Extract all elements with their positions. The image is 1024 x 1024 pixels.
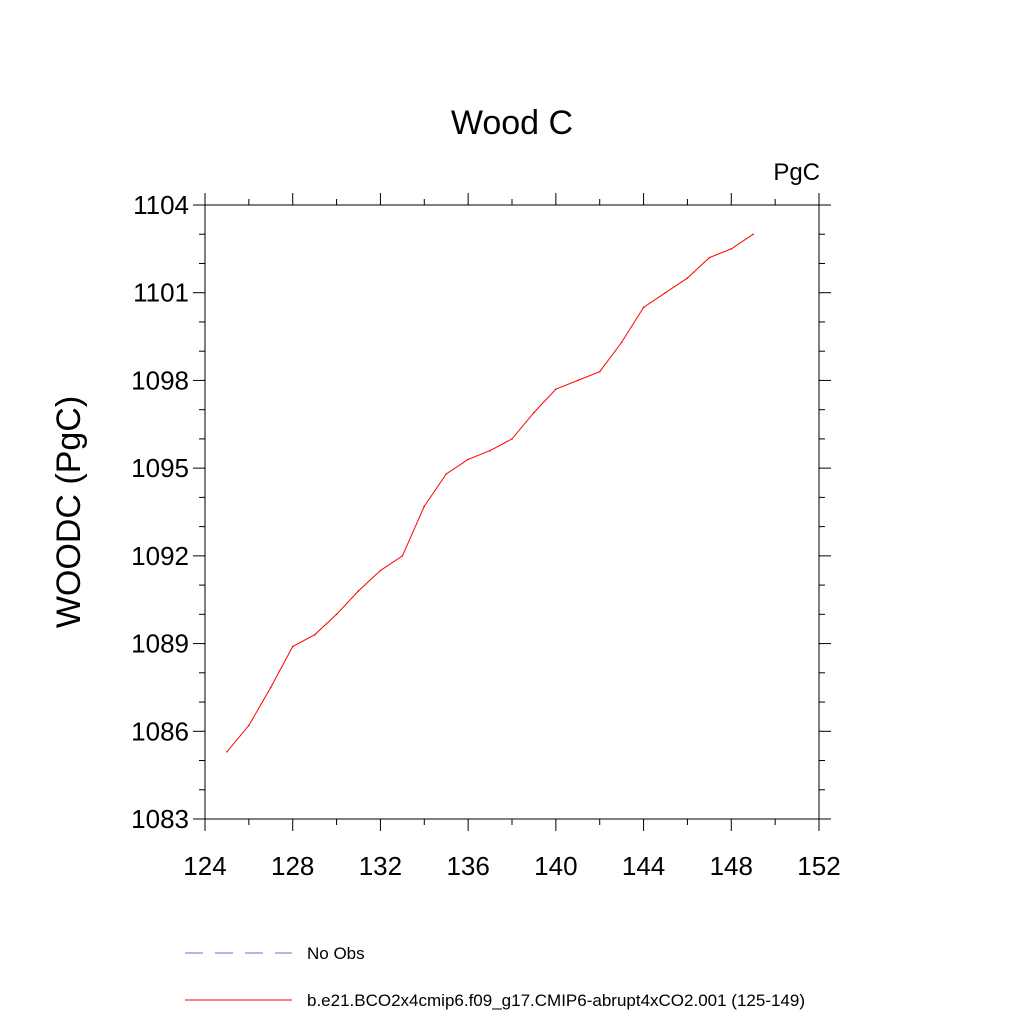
data-point	[226, 750, 228, 753]
data-point	[423, 505, 426, 507]
data-point	[269, 686, 272, 689]
data-point	[401, 555, 404, 557]
data-point	[313, 634, 316, 636]
x-tick-label: 152	[797, 851, 840, 881]
x-tick-label: 140	[534, 851, 577, 881]
y-tick-label: 1098	[131, 365, 189, 395]
y-tick-label: 1092	[131, 541, 189, 571]
data-point	[489, 449, 491, 452]
x-tick-label: 148	[710, 851, 753, 881]
x-tick-label: 128	[271, 851, 314, 881]
data-point	[686, 277, 689, 279]
data-point	[664, 291, 667, 294]
data-point	[357, 590, 360, 592]
data-point	[533, 411, 535, 414]
data-point	[752, 233, 755, 236]
x-tick-label: 144	[622, 851, 665, 881]
series-layer	[226, 233, 755, 753]
chart-title: Wood C	[451, 104, 573, 142]
y-tick-label: 1101	[133, 278, 189, 308]
legend-label-0: No Obs	[307, 944, 365, 963]
data-point	[730, 248, 733, 250]
data-point	[335, 613, 338, 616]
data-point	[708, 256, 711, 259]
data-point	[620, 341, 623, 344]
x-tick-label: 132	[359, 851, 402, 881]
plot-frame	[204, 204, 820, 820]
data-point	[555, 388, 557, 391]
y-tick-label: 1095	[131, 453, 189, 483]
series-line-1	[226, 233, 754, 753]
y-tick-label: 1089	[131, 629, 189, 659]
data-point	[598, 370, 601, 373]
x-tick-label: 136	[446, 851, 489, 881]
data-point	[291, 645, 294, 648]
data-point	[379, 569, 382, 572]
legend: No Obs b.e21.BCO2x4cmip6.f09_g17.CMIP6-ab…	[185, 944, 805, 1010]
data-point	[467, 458, 469, 461]
y-axis-label: WOODC (PgC)	[50, 396, 88, 628]
y-tick-label: 1086	[131, 716, 189, 746]
data-point	[445, 473, 448, 475]
data-point	[511, 438, 513, 440]
data-point	[248, 724, 250, 727]
data-point	[642, 306, 645, 309]
axis-ticks: 124 128 132 136 140 144 148 152 1083 1086 1089 1092…	[131, 190, 841, 881]
units-label: PgC	[773, 159, 820, 186]
y-tick-label: 1083	[131, 804, 189, 834]
data-point	[576, 379, 579, 382]
legend-label-1: b.e21.BCO2x4cmip6.f09_g17.CMIP6-abrupt4x…	[307, 991, 805, 1010]
y-tick-label: 1104	[133, 190, 189, 220]
x-tick-label: 124	[183, 851, 226, 881]
